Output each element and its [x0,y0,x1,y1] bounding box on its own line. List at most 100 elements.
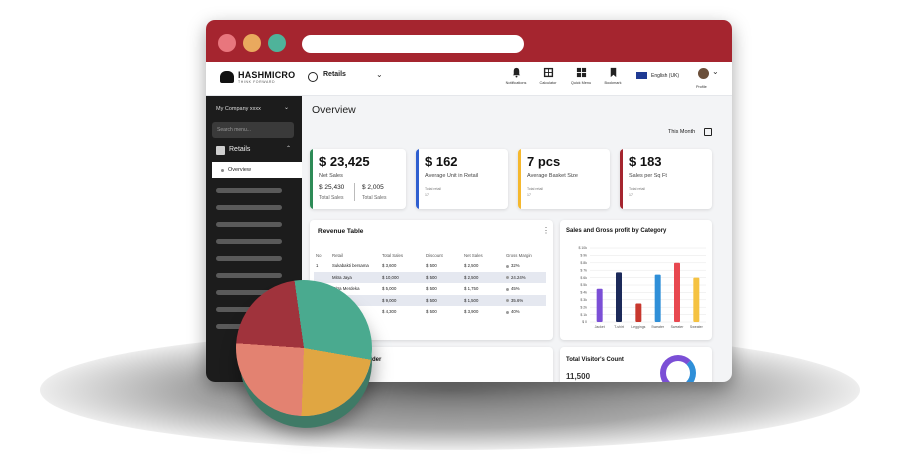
bar-leggings[interactable] [635,303,642,323]
cell-no: 1 [316,263,319,269]
kpi-label: Average Basket Size [527,173,578,179]
notifications-button[interactable]: Notifications [500,67,532,85]
kpi-card-sales-per-sqft[interactable]: $ 183 Sales per Sq Ft Total retail 17 [620,149,712,209]
total-sales-label: Total Sales [319,195,344,201]
chevron-down-icon[interactable]: ⌄ [376,70,383,79]
kpi-sub-value: 17 [425,193,429,197]
kpi-card-basket-size[interactable]: 7 pcs Average Basket Size Total retail 1… [518,149,610,209]
module-selector-label[interactable]: Retails [323,71,346,78]
cell-retail: Mitra Jaya [330,271,380,283]
revenue-table-title: Revenue Table [318,228,364,235]
x-tick-label: T-shirt [614,325,624,329]
company-selector[interactable]: My Company xxxx [216,106,261,112]
y-tick-label: $ 0 [582,320,587,324]
card-accent [620,149,623,209]
cell-discount: $ 500 [424,294,462,306]
minimize-window-dot[interactable] [243,34,261,52]
kpi-value: $ 183 [629,154,662,169]
revenue-table: No Retail Total Sales Discount Net Sales… [314,251,546,318]
kpi-label: Average Unit in Retail [425,173,479,179]
calculator-button[interactable]: Calculator [532,67,564,85]
period-selector[interactable]: This Month [668,129,696,135]
total-sales-value: $ 25,430 [319,184,345,191]
bar-jacket[interactable] [596,288,603,322]
gross-margin-value: 45% [511,286,520,292]
y-tick-label: $ 3k [580,298,587,302]
sidebar-section-retails[interactable]: Retails [229,146,251,153]
bar-sweater[interactable] [674,262,680,322]
profile-chevron-down-icon[interactable]: ⌄ [712,67,719,76]
x-tick-label: Jacket [595,325,605,329]
quick-menu-button[interactable]: Quick Menu [565,67,597,85]
column-header: No [316,253,322,258]
sidebar-search-input[interactable]: Search menu... [212,122,294,138]
column-header: Net Sales [464,253,483,258]
app-topbar: HASHMICRO THINK FORWARD Retails ⌄ Notifi… [206,62,732,96]
close-window-dot[interactable] [218,34,236,52]
table-row[interactable]: $ 4,300 $ 500 $ 3,900 40% [314,306,546,318]
y-tick-label: $ 6k [580,276,587,280]
x-tick-label: Sweater [671,325,685,329]
sidebar-item-placeholder[interactable] [216,256,282,261]
sidebar-item-overview[interactable]: Overview [212,162,302,178]
cell-discount: $ 500 [426,263,437,269]
bookmark-button[interactable]: Bookmark [597,67,629,85]
bar-t-shirt[interactable] [616,272,622,322]
cell-gross-margin: 24.24% [504,271,546,283]
cell-net-sales: $ 2,500 [464,263,479,269]
address-bar[interactable] [302,35,524,53]
cell-total-sales: $ 4,300 [382,309,397,315]
total-retail-label: Total Sales [362,195,387,201]
sidebar-item-placeholder[interactable] [216,222,282,227]
bar-sweater[interactable] [654,274,661,322]
cell-net-sales: $ 1,750 [464,286,479,292]
logo-name: HASHMICRO [238,70,296,80]
x-tick-label: Sweater [651,325,665,329]
hashmicro-logo: HASHMICRO THINK FORWARD [218,70,308,90]
sidebar-item-placeholder[interactable] [216,239,282,244]
column-header: Discount [426,253,443,258]
gross-margin-value: 32% [511,263,520,269]
maximize-window-dot[interactable] [268,34,286,52]
table-row[interactable]: 1 Sukabakti bersama $ 3,600 $ 500 $ 2,50… [314,260,546,272]
cell-gross-margin: 32% [504,260,546,272]
sidebar-item-placeholder[interactable] [216,273,282,278]
sidebar-item-placeholder[interactable] [216,205,282,210]
cell-discount: $ 500 [424,271,462,283]
cell-net-sales: $ 2,500 [462,271,504,283]
cell-gross-margin: 40% [504,306,546,318]
calendar-icon[interactable] [704,128,712,136]
chevron-up-icon[interactable]: ⌃ [286,146,292,152]
gross-margin-value: 40% [511,309,520,315]
more-options-icon[interactable]: ⋮ [542,226,550,235]
y-tick-label: $ 9k [580,254,587,258]
grid-icon [576,67,586,78]
sidebar-item-placeholder[interactable] [216,188,282,193]
bookmark-icon [610,67,616,78]
cell-discount: $ 500 [426,286,437,292]
kpi-card-net-sales[interactable]: $ 23,425 Net Sales $ 25,430 Total Sales … [310,149,406,209]
table-row[interactable]: Mitra Jaya $ 10,000 $ 500 $ 2,500 24.24% [314,271,546,283]
column-header: Gross Margin [506,253,532,258]
cell-retail: Mitra Merdeka [332,286,360,292]
cell-total-sales: $ 10,000 [380,271,424,283]
kpi-card-average-unit[interactable]: $ 162 Average Unit in Retail Total retai… [416,149,508,209]
language-selector[interactable]: English (UK) [651,73,680,79]
kpi-sub-label: Total retail [629,187,645,191]
sidebar-item-placeholder[interactable] [216,290,282,295]
calculator-label: Calculator [539,81,557,85]
notifications-label: Notifications [505,81,527,85]
table-row[interactable]: Mitra Merdeka $ 5,000 $ 500 $ 1,750 45% [314,283,546,295]
card-accent [518,149,521,209]
cell-retail: Sukabakti bersama [332,263,369,269]
status-dot-icon [506,310,509,314]
profile-label: Profile [696,85,707,89]
x-tick-label: Sweater [690,325,704,329]
chart-title: Sales and Gross profit by Category [566,228,667,234]
company-chevron-down-icon[interactable]: ⌄ [284,105,290,111]
kpi-sub-value: 17 [527,193,531,197]
profile-avatar[interactable] [698,68,709,79]
bar-sweater[interactable] [693,277,700,322]
visitor-donut [660,355,696,382]
sales-chart-panel: Sales and Gross profit by Category $ 10k… [560,220,712,340]
